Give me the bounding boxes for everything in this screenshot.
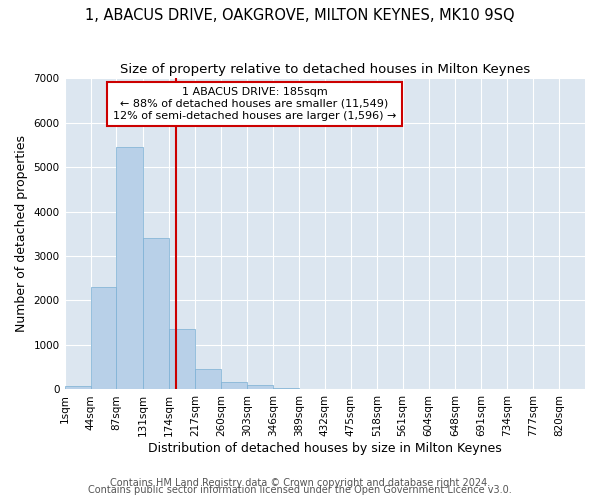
X-axis label: Distribution of detached houses by size in Milton Keynes: Distribution of detached houses by size … — [148, 442, 502, 455]
Bar — [143, 238, 169, 390]
Title: Size of property relative to detached houses in Milton Keynes: Size of property relative to detached ho… — [119, 62, 530, 76]
Bar — [65, 386, 91, 390]
Bar — [221, 382, 247, 390]
Text: Contains public sector information licensed under the Open Government Licence v3: Contains public sector information licen… — [88, 485, 512, 495]
Text: 1 ABACUS DRIVE: 185sqm
← 88% of detached houses are smaller (11,549)
12% of semi: 1 ABACUS DRIVE: 185sqm ← 88% of detached… — [113, 88, 396, 120]
Text: 1, ABACUS DRIVE, OAKGROVE, MILTON KEYNES, MK10 9SQ: 1, ABACUS DRIVE, OAKGROVE, MILTON KEYNES… — [85, 8, 515, 22]
Text: Contains HM Land Registry data © Crown copyright and database right 2024.: Contains HM Land Registry data © Crown c… — [110, 478, 490, 488]
Bar — [273, 388, 299, 390]
Bar — [195, 370, 221, 390]
Bar — [247, 386, 273, 390]
Bar — [91, 287, 116, 390]
Bar — [169, 330, 195, 390]
Bar — [116, 147, 143, 390]
Y-axis label: Number of detached properties: Number of detached properties — [15, 136, 28, 332]
